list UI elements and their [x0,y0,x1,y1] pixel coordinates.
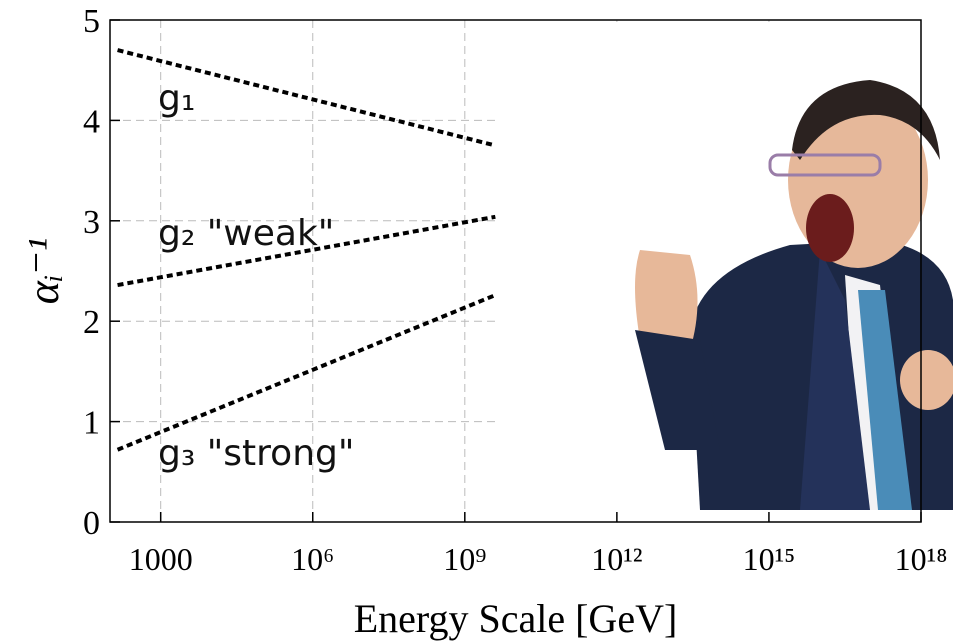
x-tick-label: 10¹⁵ [743,541,796,577]
y-axis-label: αᵢ⁻¹ [19,238,68,304]
annotation: g₃ "strong" [158,433,354,474]
x-tick-label: 10¹⁸ [895,541,948,577]
annotation: g₁ [158,78,195,119]
chart: g₁ g₂ "weak" g₃ "strong" 0 1 2 3 4 5 1000 10⁶ 10⁹ 1… [0,0,953,644]
x-tick-label: 10⁶ [291,541,334,577]
series-line [118,295,496,450]
x-tick-label: 1000 [129,541,193,577]
y-tick-label: 1 [83,405,100,442]
y-tick-label: 0 [83,505,100,542]
x-axis-label: Energy Scale [GeV] [354,596,678,641]
y-tick-label: 2 [83,304,100,341]
y-tick-label: 4 [83,103,100,140]
page: {"chart_data": {"type": "line", "xlabel"… [0,0,953,644]
photo [497,22,953,510]
annotation: g₂ "weak" [158,213,334,254]
y-tick-label: 5 [83,3,100,40]
y-tick-label: 3 [83,204,100,241]
x-tick-label: 10⁹ [443,541,486,577]
x-tick-label: 10¹² [591,541,642,577]
